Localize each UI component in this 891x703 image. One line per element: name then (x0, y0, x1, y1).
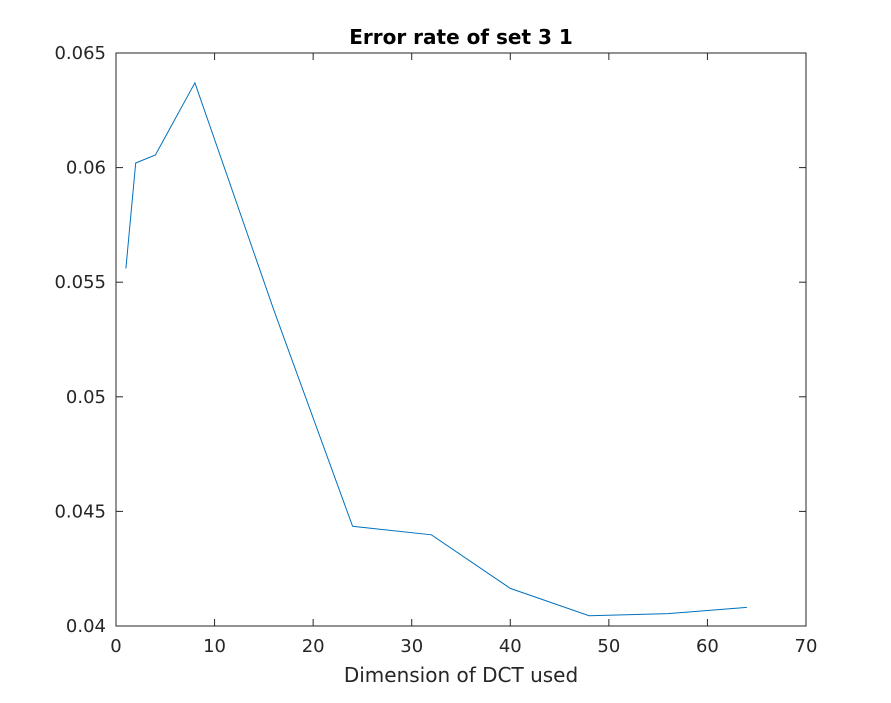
plot-frame (115, 52, 807, 627)
y-tick-label: 0.06 (66, 158, 106, 179)
x-tick-label: 70 (795, 636, 818, 657)
chart-title: Error rate of set 3 1 (349, 25, 573, 49)
x-tick-label: 40 (499, 636, 522, 657)
x-tick-label: 0 (110, 636, 121, 657)
x-axis-label: Dimension of DCT used (344, 663, 578, 687)
plot-area (116, 53, 806, 626)
x-tick-label: 60 (696, 636, 719, 657)
x-tick-label: 10 (203, 636, 226, 657)
y-tick-label: 0.065 (54, 43, 106, 64)
x-tick-label: 20 (302, 636, 325, 657)
series-line-0 (125, 81, 747, 617)
x-axis-ticks: 0 10 20 30 40 50 60 70 (110, 53, 817, 657)
y-tick-label: 0.05 (66, 387, 106, 408)
y-tick-label: 0.055 (54, 272, 106, 293)
y-tick-label: 0.04 (66, 616, 106, 637)
x-tick-label: 50 (597, 636, 620, 657)
series-layer (125, 81, 747, 617)
y-axis-ticks: 0.04 0.045 0.05 0.055 0.06 0.065 (54, 43, 806, 637)
y-tick-label: 0.045 (54, 501, 106, 522)
x-tick-label: 30 (400, 636, 423, 657)
